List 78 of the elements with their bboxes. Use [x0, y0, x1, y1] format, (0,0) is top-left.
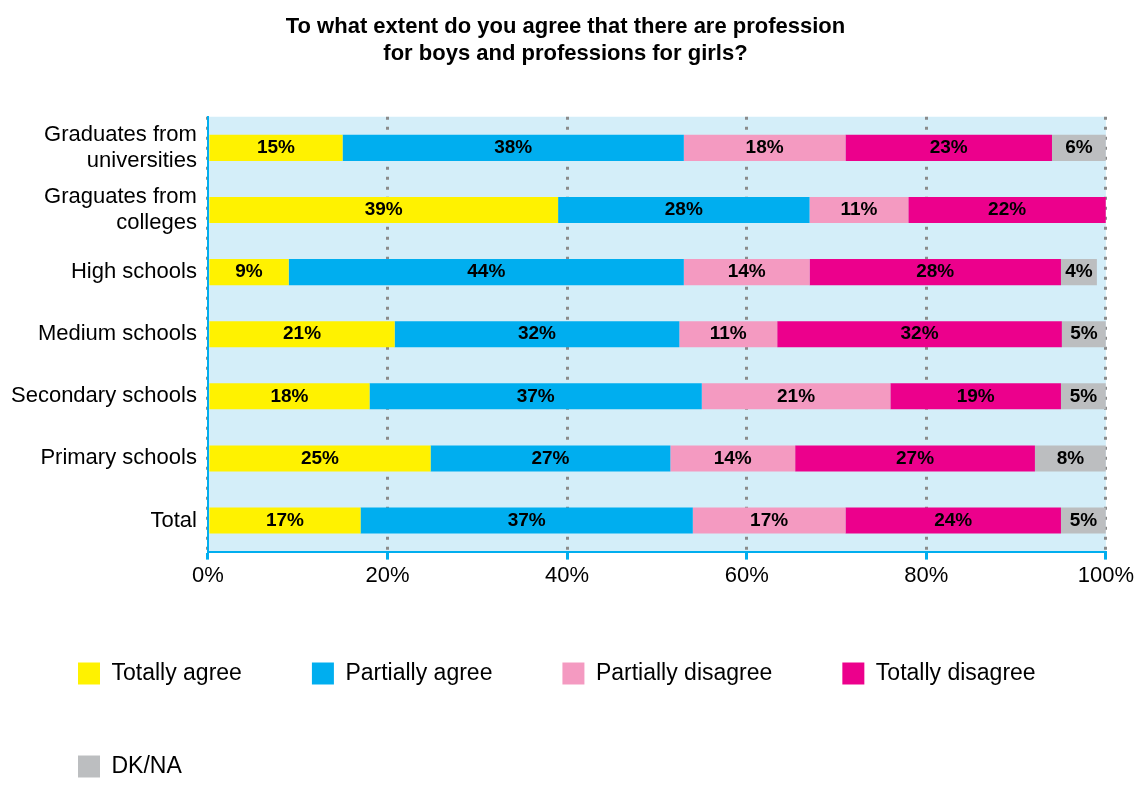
data-label: 25% — [300, 446, 340, 468]
bar — [809, 259, 1061, 286]
data-label: 22% — [988, 198, 1027, 220]
data-label: 17% — [750, 508, 789, 530]
data-label: 18% — [745, 136, 784, 158]
bar — [209, 507, 361, 534]
data-label: 27% — [531, 446, 570, 468]
data-label: 19% — [956, 384, 995, 406]
data-label: 11% — [709, 322, 747, 344]
data-label: 21% — [283, 322, 322, 344]
bar — [692, 507, 846, 534]
bar — [209, 321, 395, 348]
x-tick-label: 100% — [1077, 561, 1135, 587]
bar — [683, 134, 846, 161]
bar — [795, 445, 1035, 472]
bar — [908, 196, 1106, 224]
data-label: 8% — [1056, 446, 1085, 468]
data-label: 5% — [1069, 384, 1098, 406]
data-label: 14% — [713, 446, 752, 468]
data-label: 14% — [727, 260, 766, 282]
data-label: 4% — [1065, 260, 1093, 282]
bar — [845, 134, 1052, 161]
data-label: 44% — [467, 260, 506, 282]
data-label: 5% — [1069, 508, 1098, 530]
bar — [890, 383, 1061, 410]
data-label: 6% — [1065, 136, 1093, 158]
bar — [209, 445, 431, 472]
y-tick-label: Medium schools — [37, 320, 197, 346]
data-label: 17% — [265, 508, 305, 530]
data-label: 32% — [900, 322, 939, 344]
data-label: 28% — [916, 260, 955, 282]
bar — [394, 321, 680, 348]
bar — [360, 507, 693, 534]
data-label: 11% — [840, 198, 878, 220]
chart-title: To what extent do you agree that there are profession for boys and professions for girls? — [285, 13, 846, 65]
data-label: 27% — [896, 446, 935, 468]
data-label: 23% — [929, 136, 968, 158]
y-tick-label: Graguates from colleges — [44, 182, 197, 235]
data-label: 37% — [516, 384, 555, 406]
data-label: 32% — [517, 322, 557, 344]
bar — [845, 507, 1061, 534]
bar — [430, 445, 671, 472]
data-label: 39% — [364, 198, 403, 220]
bar — [558, 196, 810, 224]
data-label: 24% — [934, 508, 973, 530]
bar — [683, 259, 810, 286]
y-tick-label: Secondary schools — [10, 382, 197, 408]
legend-label: Partially agree — [345, 658, 493, 685]
data-label: 38% — [494, 136, 533, 158]
bar — [342, 134, 684, 161]
bar — [369, 383, 702, 410]
bar — [209, 134, 343, 161]
y-tick-label: Primary schools — [40, 444, 197, 470]
bar — [701, 383, 891, 410]
legend-label: Totally disagree — [875, 658, 1036, 685]
y-tick-label: Graduates from universities — [44, 120, 197, 173]
data-label: 21% — [777, 384, 816, 406]
bar — [670, 445, 796, 472]
data-label: 37% — [507, 508, 546, 530]
x-tick-label: 0% — [191, 561, 224, 587]
data-label: 5% — [1070, 322, 1098, 344]
bar — [209, 196, 559, 224]
y-tick-label: Total — [150, 506, 197, 532]
x-tick-label: 60% — [724, 561, 769, 587]
legend-label: Partially disagree — [595, 658, 773, 685]
data-label: 18% — [270, 384, 309, 406]
bar — [288, 259, 684, 286]
data-label: 9% — [235, 260, 263, 282]
x-tick-label: 20% — [365, 561, 410, 587]
bar — [777, 321, 1062, 348]
y-tick-label: High schools — [70, 258, 197, 284]
data-label: 15% — [256, 136, 296, 158]
legend-label: Totally agree — [111, 658, 242, 685]
data-label: 28% — [664, 198, 703, 220]
x-tick-label: 40% — [545, 561, 590, 587]
legend-label: DK/NA — [111, 751, 183, 778]
x-tick-label: 80% — [904, 561, 949, 587]
bar — [209, 383, 370, 410]
